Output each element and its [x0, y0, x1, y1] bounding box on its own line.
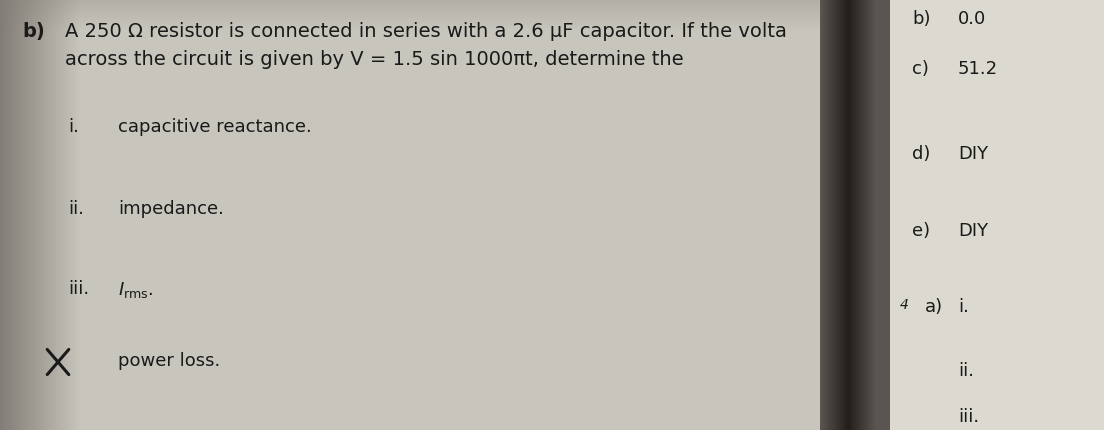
Text: capacitive reactance.: capacitive reactance.	[118, 118, 311, 136]
Text: b): b)	[912, 10, 931, 28]
Text: 4: 4	[900, 298, 909, 312]
Text: DIY: DIY	[958, 222, 988, 240]
Text: e): e)	[912, 222, 931, 240]
Text: across the circuit is given by V = 1.5 sin 1000πt, determine the: across the circuit is given by V = 1.5 s…	[65, 50, 683, 69]
Text: 51.2: 51.2	[958, 60, 998, 78]
Text: power loss.: power loss.	[118, 352, 221, 370]
Text: A 250 Ω resistor is connected in series with a 2.6 μF capacitor. If the volta: A 250 Ω resistor is connected in series …	[65, 22, 787, 41]
Text: a): a)	[925, 298, 943, 316]
Text: b): b)	[22, 22, 45, 41]
Text: 0.0: 0.0	[958, 10, 986, 28]
Text: i.: i.	[68, 118, 78, 136]
Text: d): d)	[912, 145, 931, 163]
Text: ii.: ii.	[68, 200, 84, 218]
Text: i.: i.	[958, 298, 969, 316]
Text: iii.: iii.	[958, 408, 979, 426]
Text: $I_\mathrm{rms}$.: $I_\mathrm{rms}$.	[118, 280, 153, 300]
Text: ii.: ii.	[958, 362, 974, 380]
Text: DIY: DIY	[958, 145, 988, 163]
Text: iii.: iii.	[68, 280, 89, 298]
Text: impedance.: impedance.	[118, 200, 224, 218]
Text: c): c)	[912, 60, 928, 78]
